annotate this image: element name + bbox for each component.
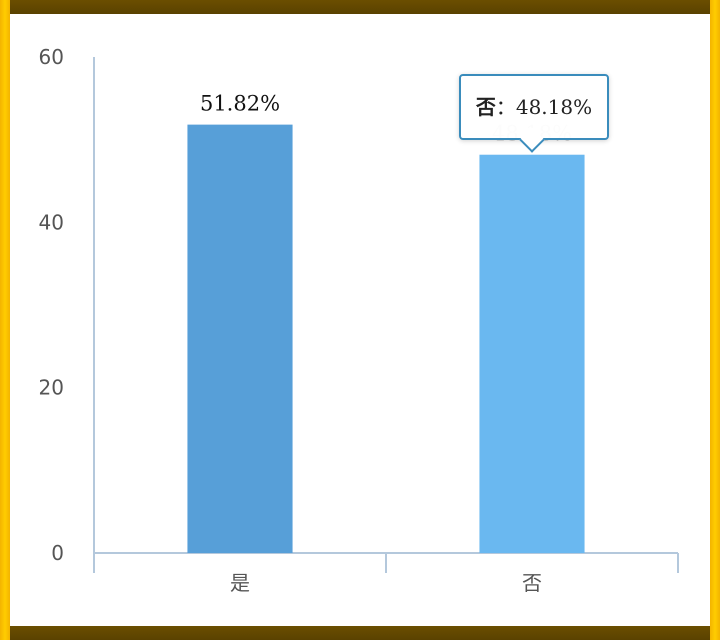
data-label: 51.82%	[200, 92, 280, 116]
category-labels: 是否	[230, 571, 542, 595]
frame-border-top	[0, 0, 720, 14]
bar-2	[479, 154, 585, 553]
tooltip-separator: ：	[495, 95, 516, 119]
x-tick-label: 否	[522, 571, 542, 595]
frame-border-right	[710, 0, 720, 640]
bar-tooltip: 否：48.18%	[459, 74, 609, 140]
x-tick-label: 是	[230, 571, 250, 595]
tooltip-value: 48.18%	[515, 95, 593, 119]
x-axis	[93, 552, 679, 573]
frame-border-left	[0, 0, 10, 640]
y-tick-label: 0	[51, 541, 64, 565]
tooltip-category: 否	[475, 95, 496, 119]
bar-1	[187, 124, 293, 553]
y-tick-label: 60	[39, 45, 64, 69]
frame-border-bottom	[0, 626, 720, 640]
bars	[187, 124, 585, 553]
y-tick-label: 40	[39, 210, 64, 234]
y-axis: 0 20 40 60	[39, 45, 95, 565]
y-tick-label: 20	[39, 376, 64, 400]
